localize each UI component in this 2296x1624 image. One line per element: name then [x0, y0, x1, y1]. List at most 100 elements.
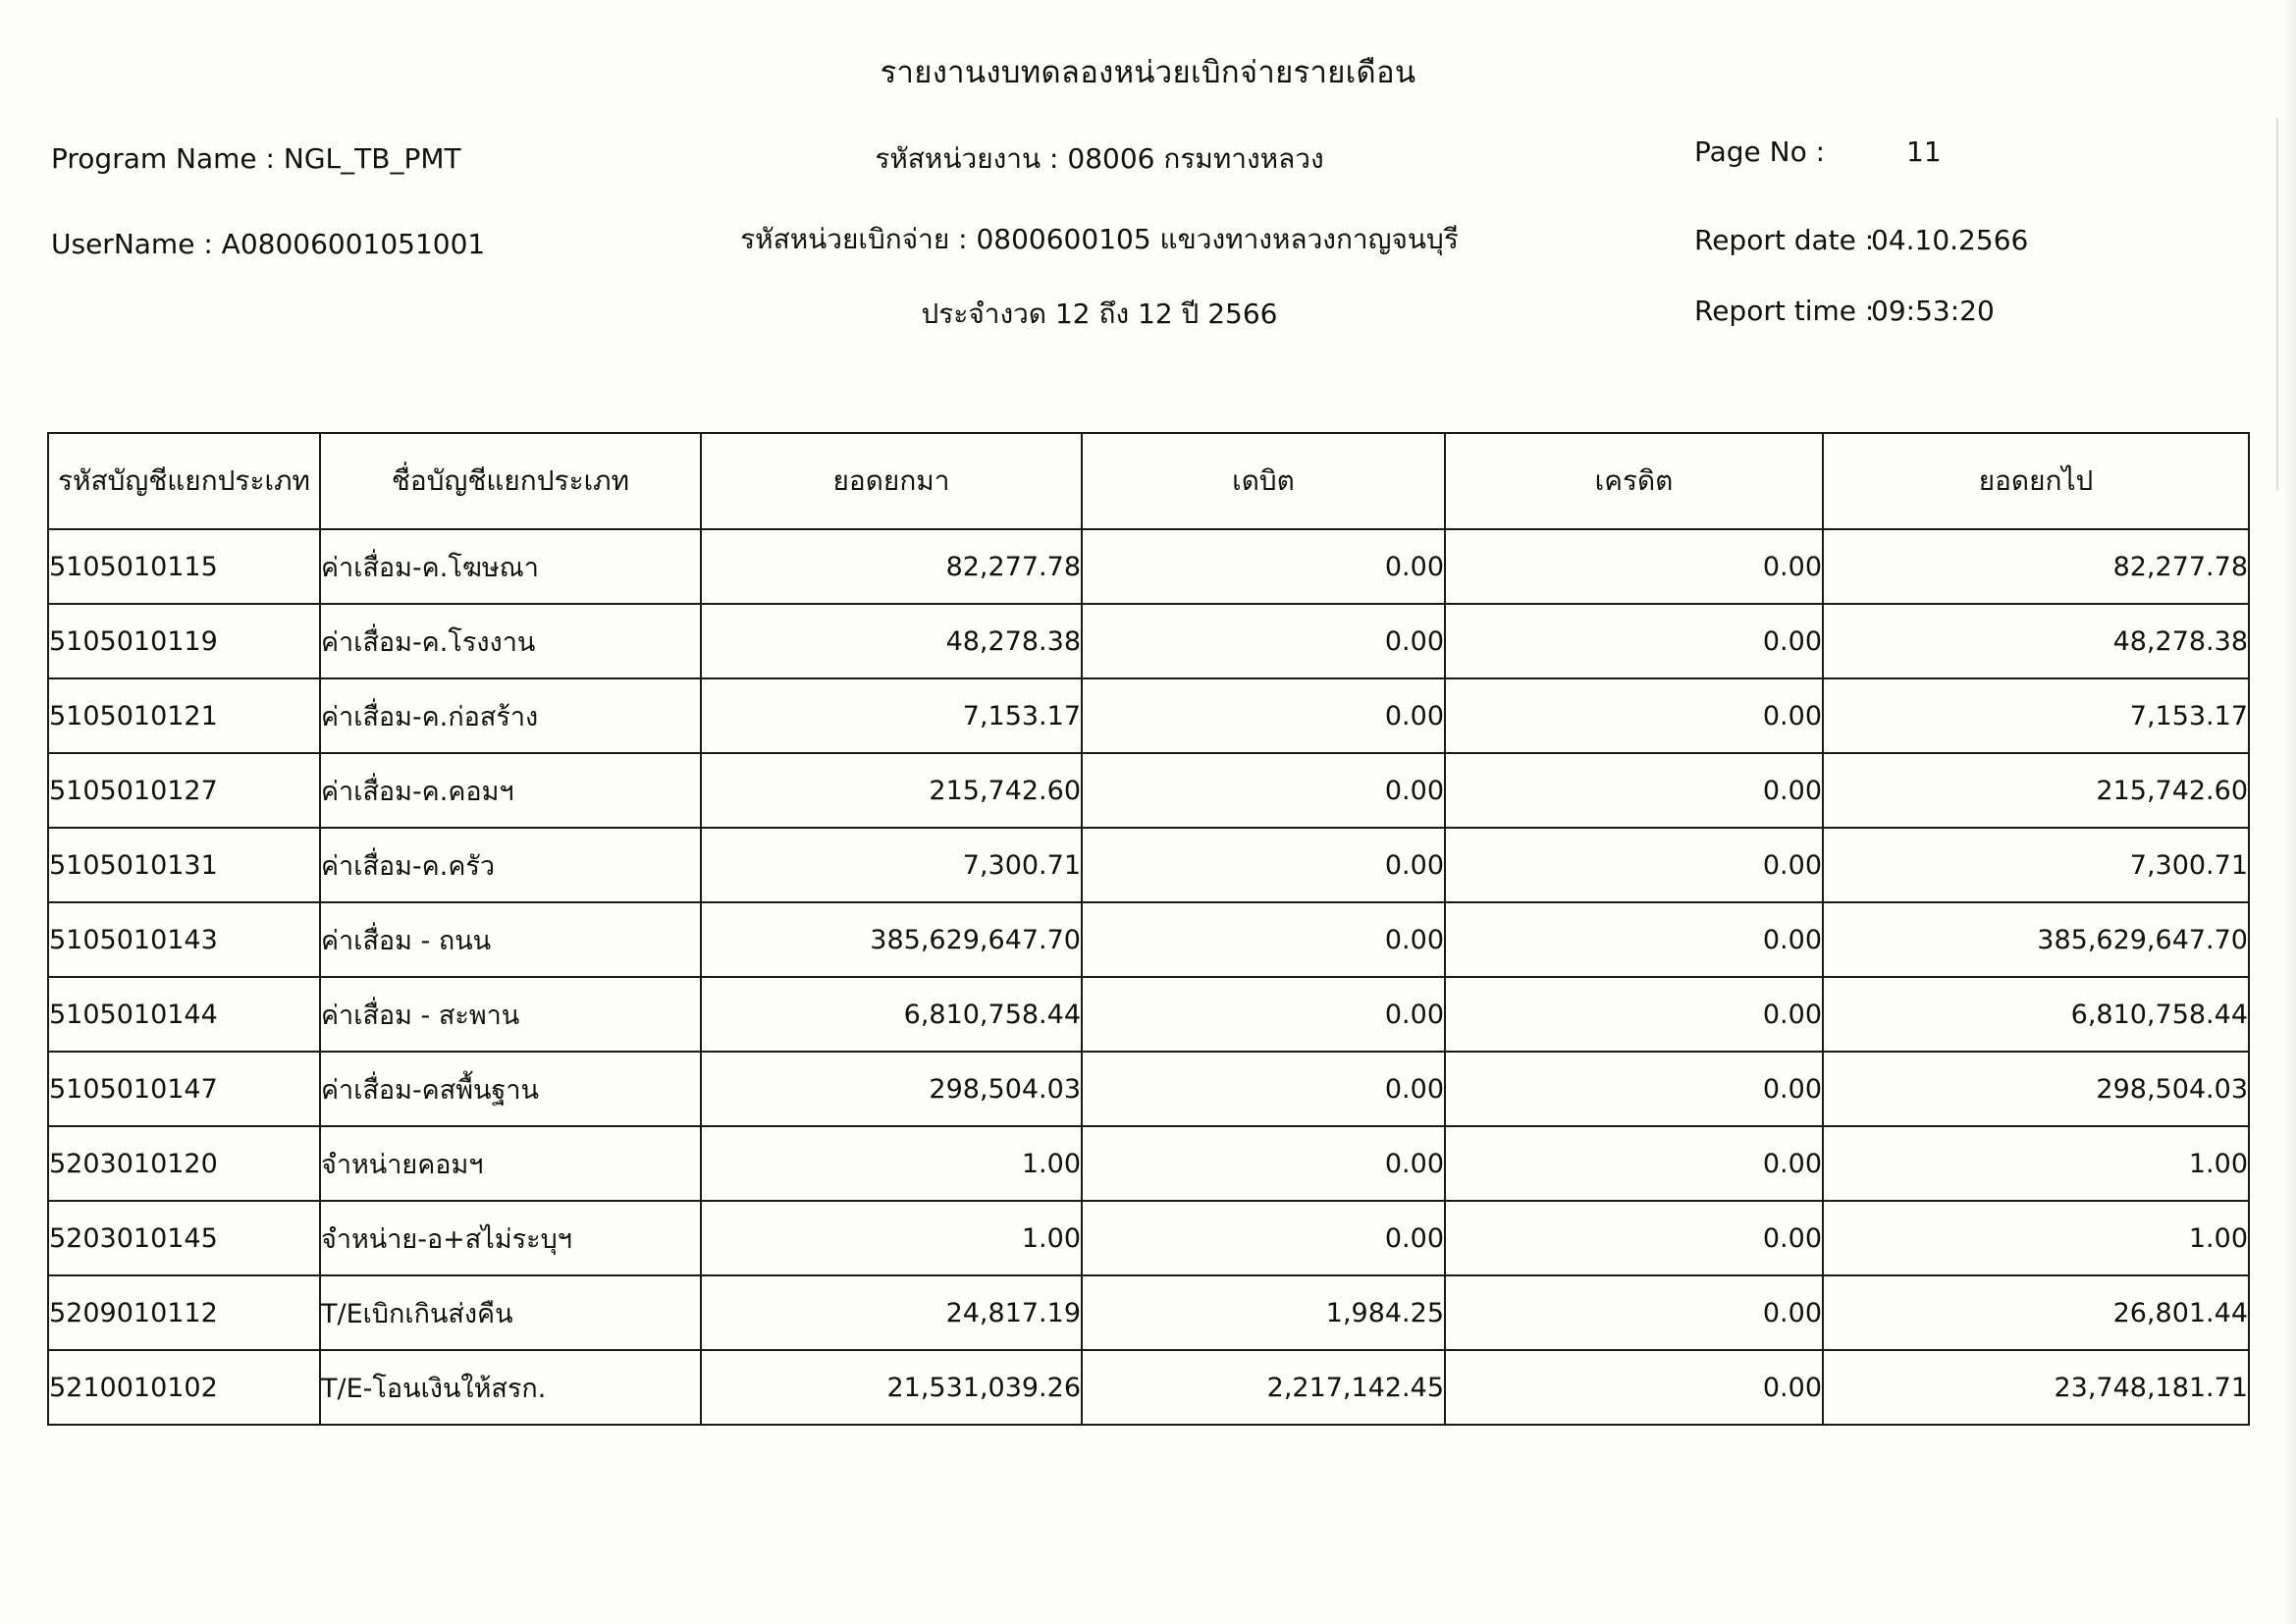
cell-credit: 0.00: [1444, 752, 1824, 829]
cell-account-name: ค่าเสื่อม - ถนน: [319, 901, 702, 978]
disbursement-unit-line: รหัสหน่วยเบิกจ่าย : 0800600105 แขวงทางหล…: [740, 223, 1459, 255]
cell-credit: 0.00: [1444, 1200, 1824, 1276]
cell-account-name: ค่าเสื่อม-ค.คอมฯ: [319, 752, 702, 829]
cell-opening-balance: 385,629,647.70: [700, 901, 1083, 978]
cell-closing-balance: 385,629,647.70: [1822, 901, 2250, 978]
cell-credit: 0.00: [1444, 677, 1824, 754]
cell-account-code: 5105010143: [47, 901, 321, 978]
cell-credit: 0.00: [1444, 827, 1824, 903]
report-date-field: Report date :04.10.2566: [1694, 224, 2028, 256]
cell-account-code: 5210010102: [47, 1349, 321, 1426]
cell-closing-balance: 82,277.78: [1822, 528, 2250, 605]
cell-opening-balance: 7,300.71: [700, 827, 1083, 903]
agency-line: รหัสหน่วยงาน : 08006 กรมทางหลวง: [875, 142, 1324, 175]
cell-closing-balance: 6,810,758.44: [1822, 976, 2250, 1053]
cell-closing-balance: 7,300.71: [1822, 827, 2250, 903]
report-time-label: Report time :: [1694, 295, 1875, 327]
cell-account-code: 5209010112: [47, 1274, 321, 1351]
table-row: 5105010115 ค่าเสื่อม-ค.โฆษณา 82,277.78 0.00…: [47, 528, 2250, 605]
cell-debit: 2,217,142.45: [1081, 1349, 1446, 1426]
cell-closing-balance: 23,748,181.71: [1822, 1349, 2250, 1426]
cell-account-code: 5105010127: [47, 752, 321, 829]
table-row: 5105010121 ค่าเสื่อม-ค.ก่อสร้าง 7,153.17 0.…: [47, 677, 2250, 754]
report-time-field: Report time :09:53:20: [1694, 295, 1995, 327]
cell-closing-balance: 215,742.60: [1822, 752, 2250, 829]
trial-balance-table-wrapper: รหัสบัญชีแยกประเภท ชื่อบัญชีแยกประเภท ยอ…: [47, 432, 2250, 1426]
column-header-credit: เครดิต: [1444, 432, 1824, 530]
cell-opening-balance: 24,817.19: [700, 1274, 1083, 1351]
page-no-value: 11: [1906, 135, 1942, 168]
cell-opening-balance: 1.00: [700, 1125, 1083, 1202]
cell-credit: 0.00: [1444, 603, 1824, 679]
table-row: 5210010102 T/E-โอนเงินให้สรก. 21,531,039.2…: [47, 1349, 2250, 1426]
cell-opening-balance: 7,153.17: [700, 677, 1083, 754]
cell-account-name: จำหน่าย-อ+สไม่ระบุฯ: [319, 1200, 702, 1276]
cell-closing-balance: 48,278.38: [1822, 603, 2250, 679]
column-header-account-code: รหัสบัญชีแยกประเภท: [47, 432, 321, 530]
cell-opening-balance: 215,742.60: [700, 752, 1083, 829]
cell-account-code: 5203010120: [47, 1125, 321, 1202]
cell-closing-balance: 26,801.44: [1822, 1274, 2250, 1351]
cell-account-name: ค่าเสื่อม - สะพาน: [319, 976, 702, 1053]
cell-opening-balance: 21,531,039.26: [700, 1349, 1083, 1426]
table-header: รหัสบัญชีแยกประเภท ชื่อบัญชีแยกประเภท ยอ…: [47, 432, 2250, 530]
cell-account-name: จำหน่ายคอมฯ: [319, 1125, 702, 1202]
table-body: 5105010115 ค่าเสื่อม-ค.โฆษณา 82,277.78 0.00…: [47, 528, 2250, 1426]
table-row: 5105010147 ค่าเสื่อม-คสพื้นฐาน 298,504.03 0…: [47, 1051, 2250, 1127]
cell-account-code: 5105010144: [47, 976, 321, 1053]
table-row: 5105010131 ค่าเสื่อม-ค.ครัว 7,300.71 0.00 0.…: [47, 827, 2250, 903]
program-name-label: Program Name :: [51, 142, 275, 175]
period-line: ประจำงวด 12 ถึง 12 ปี 2566: [921, 298, 1278, 330]
table-header-row: รหัสบัญชีแยกประเภท ชื่อบัญชีแยกประเภท ยอ…: [47, 432, 2250, 530]
cell-closing-balance: 1.00: [1822, 1200, 2250, 1276]
cell-account-name: T/Eเบิกเกินส่งคืน: [319, 1274, 702, 1351]
cell-account-name: ค่าเสื่อม-ค.โรงงาน: [319, 603, 702, 679]
table-row: 5105010143 ค่าเสื่อม - ถนน 385,629,647.70 0…: [47, 901, 2250, 978]
table-row: 5209010112 T/Eเบิกเกินส่งคืน 24,817.19 1,98…: [47, 1274, 2250, 1351]
cell-debit: 0.00: [1081, 603, 1446, 679]
cell-debit: 0.00: [1081, 976, 1446, 1053]
cell-credit: 0.00: [1444, 1125, 1824, 1202]
cell-account-code: 5105010119: [47, 603, 321, 679]
cell-account-name: ค่าเสื่อม-ค.ก่อสร้าง: [319, 677, 702, 754]
page-title: รายงานงบทดลองหน่วยเบิกจ่ายรายเดือน: [880, 55, 1416, 90]
page-no-label: Page No :: [1694, 135, 1826, 168]
cell-credit: 0.00: [1444, 1349, 1824, 1426]
table-row: 5105010144 ค่าเสื่อม - สะพาน 6,810,758.44 0…: [47, 976, 2250, 1053]
program-name-value: NGL_TB_PMT: [283, 142, 461, 175]
cell-opening-balance: 82,277.78: [700, 528, 1083, 605]
cell-opening-balance: 48,278.38: [700, 603, 1083, 679]
cell-debit: 0.00: [1081, 528, 1446, 605]
cell-debit: 1,984.25: [1081, 1274, 1446, 1351]
cell-debit: 0.00: [1081, 1200, 1446, 1276]
cell-debit: 0.00: [1081, 901, 1446, 978]
cell-account-code: 5105010115: [47, 528, 321, 605]
page-no-field: Page No : 11: [1694, 135, 1942, 168]
cell-account-code: 5105010121: [47, 677, 321, 754]
cell-closing-balance: 7,153.17: [1822, 677, 2250, 754]
cell-account-name: ค่าเสื่อม-ค.ครัว: [319, 827, 702, 903]
cell-opening-balance: 298,504.03: [700, 1051, 1083, 1127]
cell-credit: 0.00: [1444, 1051, 1824, 1127]
report-date-label: Report date :: [1694, 224, 1875, 256]
cell-credit: 0.00: [1444, 976, 1824, 1053]
table-row: 5203010145 จำหน่าย-อ+สไม่ระบุฯ 1.00 0.00 0.0…: [47, 1200, 2250, 1276]
cell-closing-balance: 1.00: [1822, 1125, 2250, 1202]
cell-account-code: 5203010145: [47, 1200, 321, 1276]
username-label: UserName :: [51, 228, 213, 260]
cell-debit: 0.00: [1081, 752, 1446, 829]
cell-closing-balance: 298,504.03: [1822, 1051, 2250, 1127]
username-field: UserName : A08006001051001: [51, 228, 485, 260]
report-date-value: 04.10.2566: [1871, 224, 2029, 256]
cell-debit: 0.00: [1081, 1051, 1446, 1127]
program-name-field: Program Name : NGL_TB_PMT: [51, 142, 461, 175]
username-value: A08006001051001: [221, 228, 486, 260]
column-header-account-name: ชื่อบัญชีแยกประเภท: [319, 432, 702, 530]
table-row: 5105010127 ค่าเสื่อม-ค.คอมฯ 215,742.60 0.00…: [47, 752, 2250, 829]
cell-opening-balance: 6,810,758.44: [700, 976, 1083, 1053]
column-header-closing-balance: ยอดยกไป: [1822, 432, 2250, 530]
table-row: 5203010120 จำหน่ายคอมฯ 1.00 0.00 0.00 1.00: [47, 1125, 2250, 1202]
cell-account-name: ค่าเสื่อม-คสพื้นฐาน: [319, 1051, 702, 1127]
cell-debit: 0.00: [1081, 827, 1446, 903]
